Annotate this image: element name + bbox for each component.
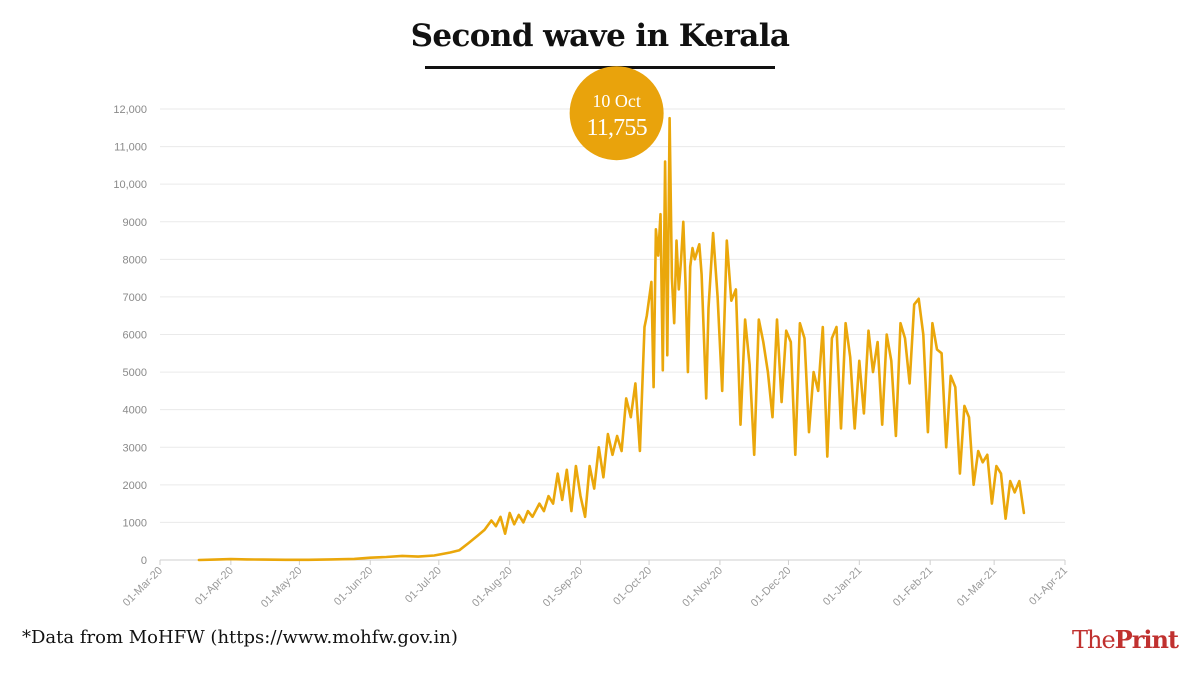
- y-tick-label: 2000: [123, 480, 147, 492]
- y-axis-tick-labels: 0 1000 2000 3000 4000 5000 6000 7000 8000 9000 10,…: [113, 104, 147, 567]
- y-tick-label: 9000: [123, 217, 147, 229]
- x-tick-label: 01-Dec-20: [749, 565, 794, 610]
- x-tick-label: 01-Sep-20: [541, 565, 586, 610]
- series-line: [197, 116, 1026, 562]
- title-underline: [425, 66, 775, 69]
- x-tick-label: 01-May-20: [259, 565, 305, 611]
- y-tick-label: 4000: [123, 405, 147, 417]
- y-tick-label: 7000: [123, 292, 147, 304]
- grid-lines: [160, 108, 1065, 523]
- x-tick-label: 01-Aug-20: [470, 565, 515, 610]
- x-tick-label: 01-Mar-20: [121, 565, 165, 609]
- peak-value-label: 11,755: [586, 115, 647, 141]
- y-tick-label: 11,000: [114, 142, 147, 154]
- peak-callout: 10 Oct 11,755: [569, 66, 664, 161]
- y-tick-label: 10,000: [113, 179, 147, 191]
- peak-date-label: 10 Oct: [592, 91, 641, 111]
- x-tick-label: 01-Feb-21: [891, 565, 935, 609]
- chart-title: Second wave in Kerala: [410, 18, 790, 54]
- y-tick-label: 5000: [123, 367, 147, 379]
- y-tick-label: 6000: [123, 330, 147, 342]
- brand-the: The: [1071, 626, 1116, 654]
- x-tick-label: 01-Apr-20: [193, 565, 236, 608]
- x-tick-label: 01-Nov-20: [680, 565, 725, 610]
- y-tick-label: 3000: [123, 442, 147, 454]
- y-tick-label: 12,000: [113, 104, 147, 116]
- peak-bubble: [569, 66, 664, 161]
- y-tick-label: 8000: [123, 254, 147, 266]
- y-tick-label: 1000: [123, 517, 147, 529]
- x-tick-label: 01-Apr-21: [1027, 565, 1070, 608]
- brand-logo: ThePrint: [1071, 625, 1179, 654]
- x-tick-label: 01-Jun-20: [332, 565, 376, 609]
- brand-print: Print: [1114, 625, 1179, 654]
- x-tick-label: 01-Oct-20: [611, 565, 654, 608]
- x-tick-label: 01-Jul-20: [403, 565, 444, 606]
- source-note: *Data from MoHFW (https://www.mohfw.gov.…: [22, 627, 458, 648]
- x-axis-tick-labels: 01-Mar-20 01-Apr-20 01-May-20 01-Jun-20 01-J…: [121, 560, 1070, 610]
- x-tick-label: 01-Jan-21: [821, 565, 865, 609]
- x-tick-label: 01-Mar-21: [955, 565, 999, 609]
- y-tick-label: 0: [141, 555, 147, 567]
